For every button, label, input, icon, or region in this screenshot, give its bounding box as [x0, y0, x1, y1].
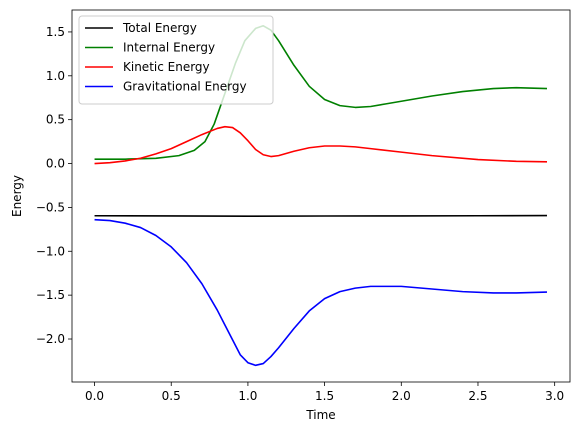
legend-label: Gravitational Energy [123, 80, 247, 94]
series-line-0 [94, 214, 547, 217]
y-tick-label: −1.5 [36, 288, 65, 302]
x-tick-label: 1.5 [315, 389, 334, 403]
series-line-2 [94, 125, 548, 165]
legend-box [78, 15, 274, 105]
y-tick-label: 1.5 [46, 25, 65, 39]
legend-label: Internal Energy [123, 41, 215, 55]
y-tick-label: 0.0 [46, 157, 65, 171]
series-line-1 [94, 24, 548, 160]
x-axis-label: Time [305, 408, 335, 422]
series-line-3 [94, 218, 548, 367]
y-tick-label: −0.5 [36, 200, 65, 214]
x-tick-label: 0.5 [162, 389, 181, 403]
y-axis-label: Energy [10, 175, 24, 217]
legend-label: Total Energy [122, 21, 197, 35]
y-tick-label: 1.0 [46, 69, 65, 83]
plot-lines [94, 24, 548, 367]
y-tick-label: 0.5 [46, 113, 65, 127]
plot-frame [71, 9, 571, 383]
x-tick-label: 1.0 [238, 389, 257, 403]
x-tick-label: 0.0 [85, 389, 104, 403]
x-tick-label: 3.0 [545, 389, 564, 403]
legend-label: Kinetic Energy [123, 60, 210, 74]
x-tick-label: 2.5 [468, 389, 487, 403]
y-tick-label: −2.0 [36, 332, 65, 346]
x-axis-ticks: 0.0 0.5 1.0 1.5 2.0 2.5 3.0 [85, 382, 564, 403]
y-tick-label: −1.0 [36, 244, 65, 258]
x-tick-label: 2.0 [392, 389, 411, 403]
y-axis-ticks: −2.0 −1.5 −1.0 −0.5 0.0 0.5 1.0 1.5 [36, 25, 72, 346]
legend: Total Energy Internal Energy Kinetic Energ… [78, 15, 274, 105]
